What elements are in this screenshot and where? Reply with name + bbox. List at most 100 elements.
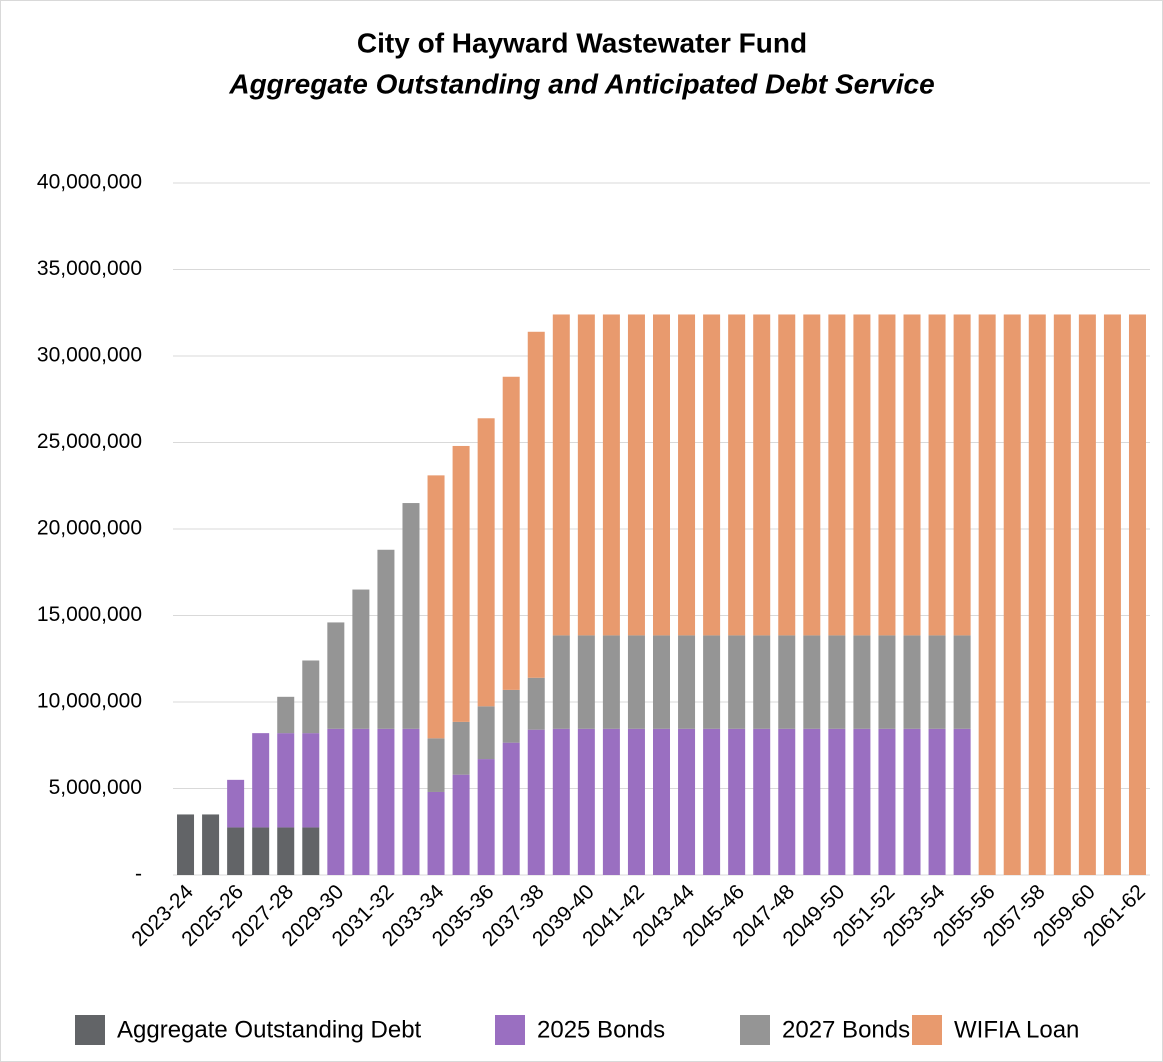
bar-segment (1053, 314, 1071, 876)
bar-segment (853, 728, 871, 875)
bar-segment (878, 314, 896, 636)
bar-segment (527, 331, 545, 678)
bar-segment (502, 742, 520, 875)
bar-segment (953, 635, 971, 729)
bar-segment (377, 549, 395, 729)
bar-segment (602, 314, 620, 636)
bar-segment (602, 635, 620, 729)
bar-segment (753, 728, 771, 875)
bar-segment (252, 733, 270, 828)
bar-segment (678, 314, 696, 636)
legend-label: WIFIA Loan (954, 1016, 1079, 1043)
bar-segment (703, 635, 721, 729)
y-tick-label: 10,000,000 (37, 690, 142, 713)
bar-segment (302, 733, 320, 828)
bar-segment (903, 635, 921, 729)
bar-segment (1128, 314, 1146, 876)
bar-segment (878, 728, 896, 875)
bar-segment (402, 728, 420, 875)
y-tick-label: - (135, 863, 142, 886)
bar-segment (853, 314, 871, 636)
bar-segment (703, 314, 721, 636)
bar-segment (577, 635, 595, 729)
bar-segment (302, 827, 320, 875)
bar-segment (778, 635, 796, 729)
bar-segment (352, 589, 370, 729)
y-tick-label: 35,000,000 (37, 257, 142, 280)
bar-segment (653, 728, 670, 875)
bar-segment (903, 728, 921, 875)
chart-title: City of Hayward Wastewater Fund (357, 27, 807, 58)
bar-segment (227, 779, 245, 828)
bar-segment (552, 728, 570, 875)
bar-segment (427, 475, 445, 739)
bar-segment (778, 314, 796, 636)
bar-segment (452, 774, 470, 875)
bar-segment (627, 728, 645, 875)
bar-segment (177, 814, 195, 875)
y-tick-label: 5,000,000 (49, 776, 142, 799)
bar-segment (803, 635, 821, 729)
bar-segment (678, 635, 696, 729)
bar-segment (627, 314, 645, 636)
y-tick-label: 30,000,000 (37, 344, 142, 367)
bar-segment (327, 622, 345, 729)
legend-swatch (75, 1015, 105, 1045)
bar-segment (427, 738, 445, 792)
bar-segment (602, 728, 620, 875)
bar-segment (502, 689, 520, 743)
bar-segment (552, 635, 570, 729)
y-tick-label: 20,000,000 (37, 517, 142, 540)
legend-label: Aggregate Outstanding Debt (117, 1016, 422, 1043)
bar-segment (477, 706, 495, 760)
legend-swatch (912, 1015, 942, 1045)
bar-segment (778, 728, 796, 875)
bar-segment (327, 728, 345, 875)
bar-segment (627, 635, 645, 729)
bar-segment (728, 728, 746, 875)
bar-segment (903, 314, 921, 636)
bar-segment (577, 314, 595, 636)
bar-segment (527, 677, 545, 730)
bar-segment (878, 635, 896, 729)
bar-segment (552, 314, 570, 636)
bar-segment (953, 728, 971, 875)
bar-segment (202, 814, 220, 875)
bar-segment (1028, 314, 1046, 876)
bar-segment (753, 635, 771, 729)
bar-segment (803, 314, 821, 636)
y-tick-label: 25,000,000 (37, 430, 142, 453)
legend-label: 2027 Bonds (782, 1016, 910, 1043)
y-tick-label: 15,000,000 (37, 603, 142, 626)
legend-swatch (740, 1015, 770, 1045)
bar-segment (978, 314, 996, 876)
y-tick-label: 40,000,000 (37, 171, 142, 194)
bar-segment (828, 728, 846, 875)
bar-segment (928, 314, 946, 636)
bar-segment (653, 314, 670, 636)
bar-segment (728, 314, 746, 636)
bar-segment (227, 827, 245, 875)
bar-segment (427, 791, 445, 875)
bar-segment (402, 503, 420, 729)
bar-segment (577, 728, 595, 875)
bar-segment (477, 418, 495, 707)
bar-segment (928, 728, 946, 875)
bar-segment (1003, 314, 1021, 876)
bar-segment (302, 660, 320, 734)
bar-segment (527, 729, 545, 875)
bar-segment (477, 759, 495, 875)
bar-segment (828, 635, 846, 729)
bar-segment (703, 728, 721, 875)
bar-segment (452, 721, 470, 775)
bar-segment (277, 696, 295, 734)
bar-segment (728, 635, 746, 729)
bar-segment (953, 314, 971, 636)
bar-segment (277, 827, 295, 875)
chart-subtitle: Aggregate Outstanding and Anticipated De… (228, 68, 934, 99)
bar-segment (1103, 314, 1121, 876)
bar-segment (352, 728, 370, 875)
bar-segment (678, 728, 696, 875)
bar-segment (1078, 314, 1096, 876)
bar-segment (452, 445, 470, 722)
